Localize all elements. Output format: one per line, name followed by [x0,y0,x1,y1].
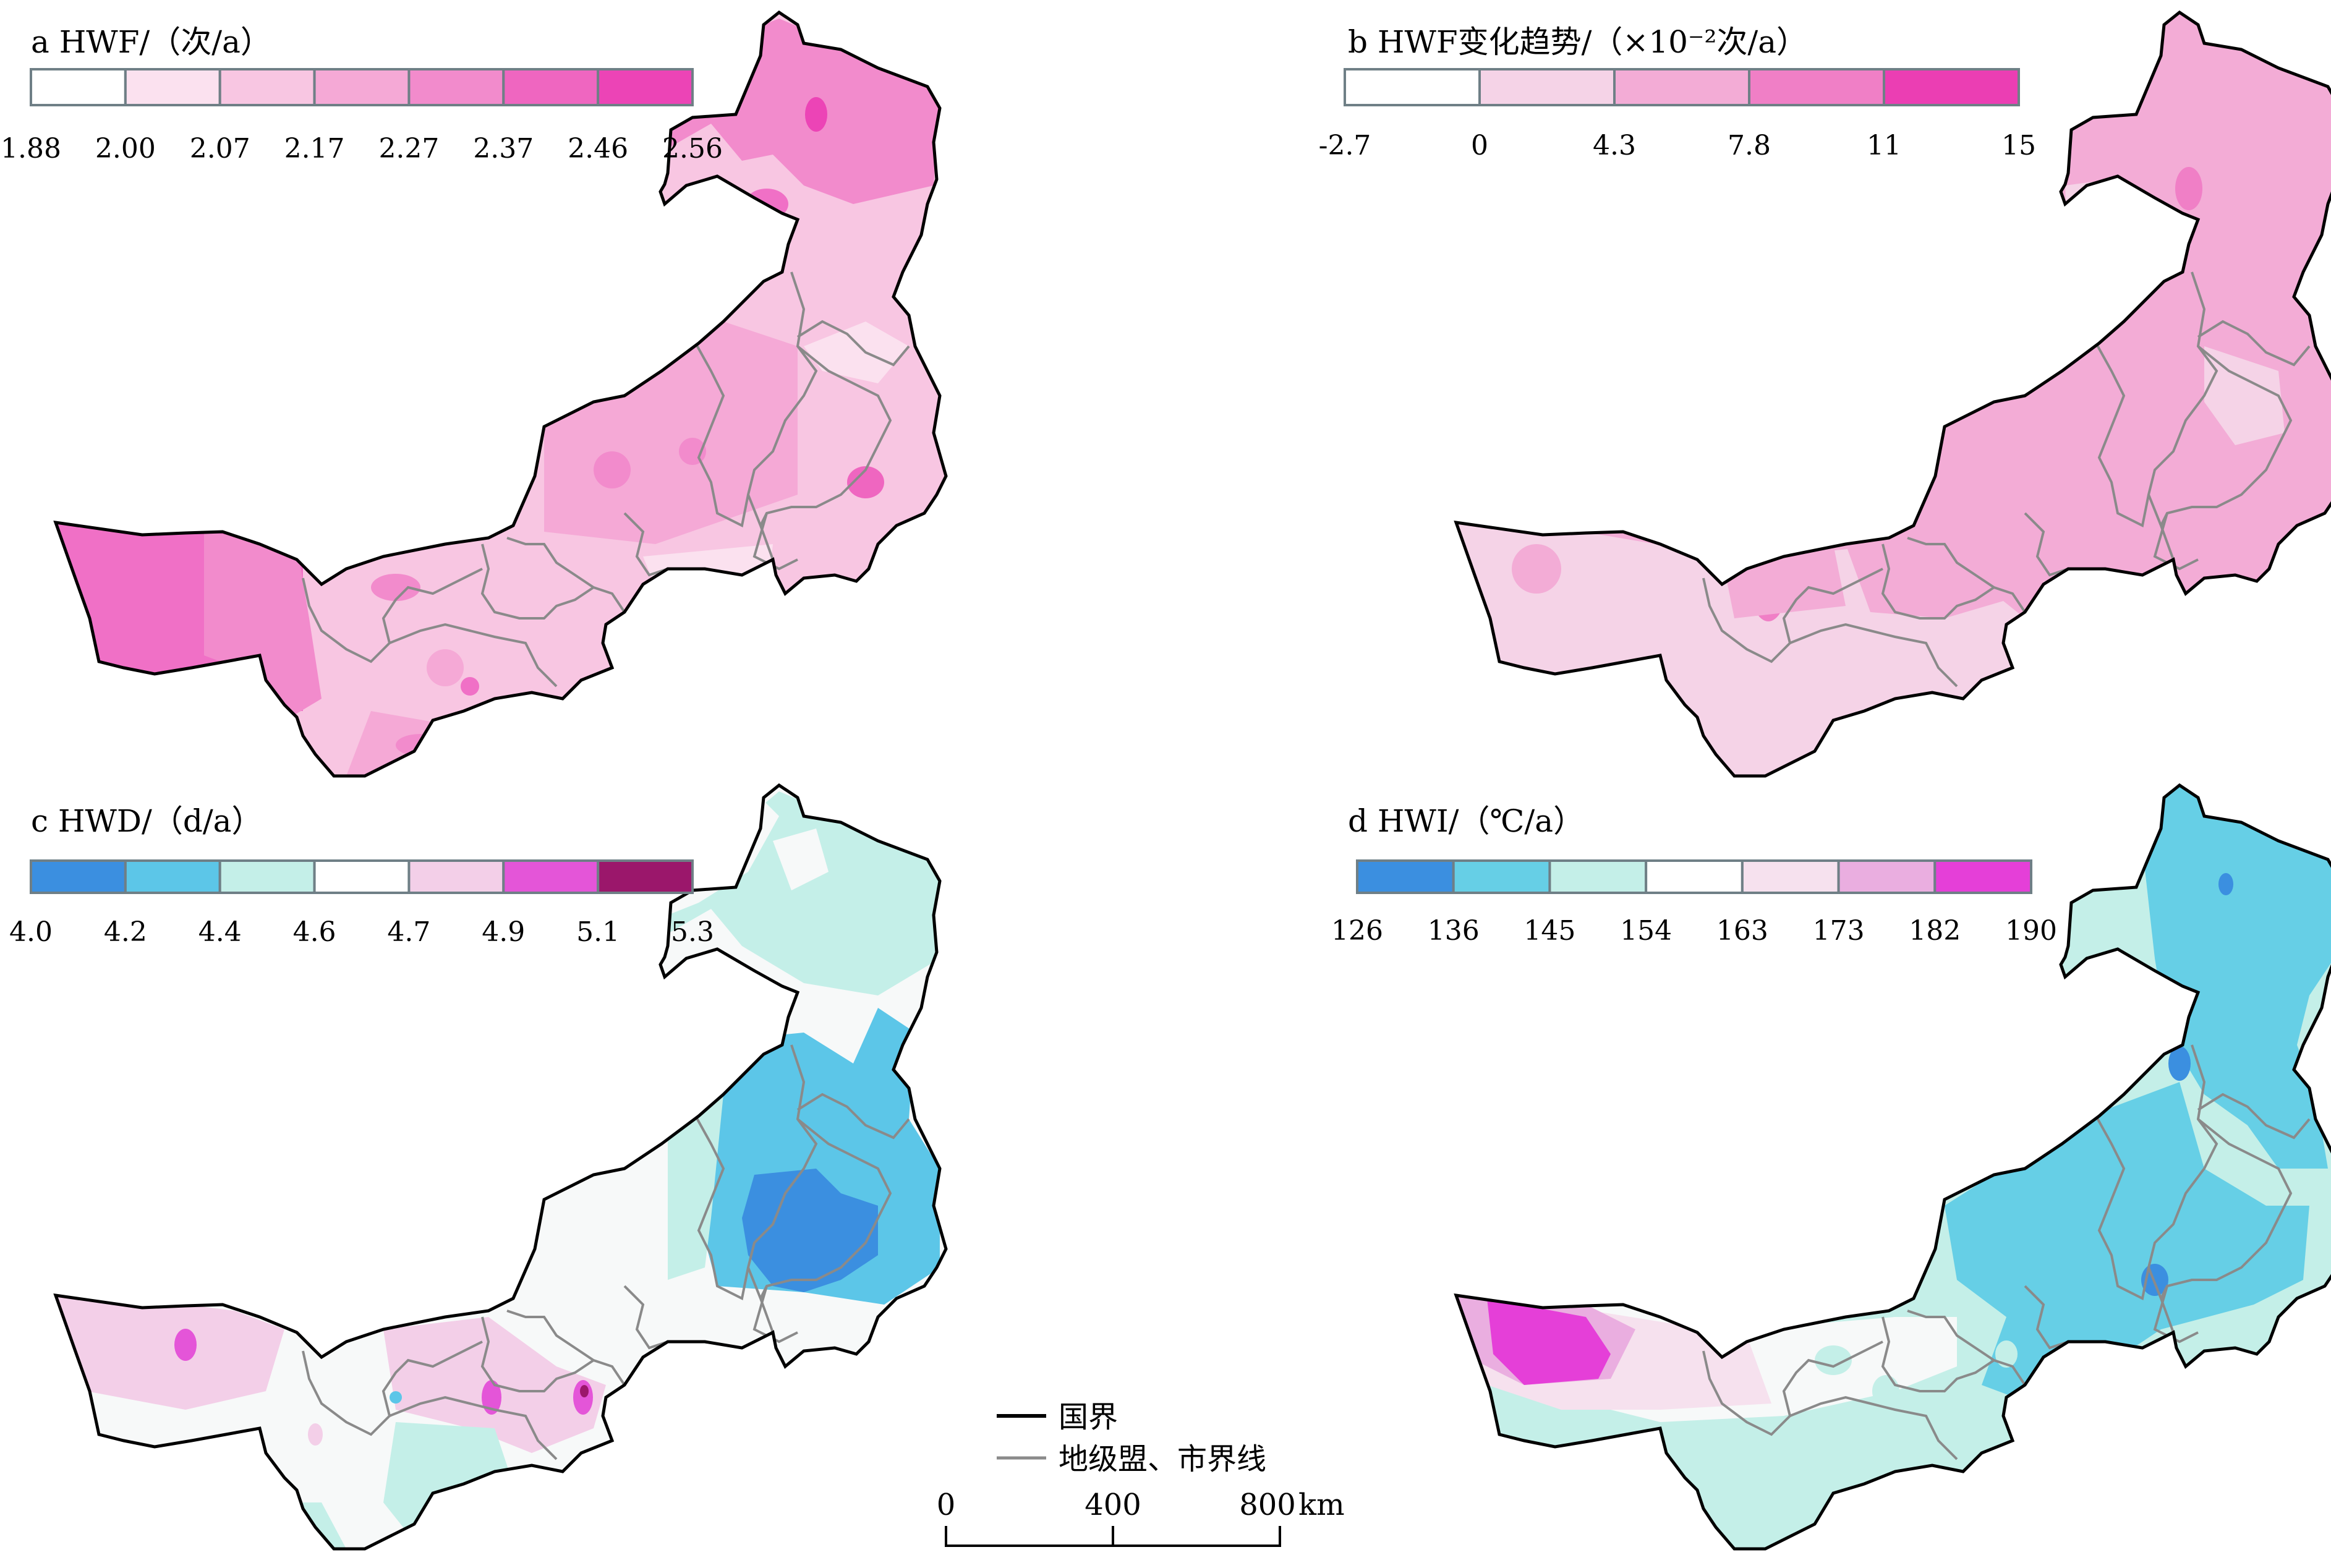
panel-c-legend-tick: 5.3 [671,916,714,948]
panel-b-legend-swatch [1613,68,1750,106]
panel-c-legend-tick: 4.4 [198,916,242,948]
panel-d-legend-tick: 163 [1716,915,1768,947]
panel-b-title: b HWF变化趋势/（×10⁻²次/a） [1348,24,1807,60]
panel-a-legend-swatch [407,68,505,106]
panel-d-legend-tick: 182 [1909,915,1961,947]
panel-a-legend-swatch [30,68,127,106]
map-legend: 国界 地级盟、市界线 [997,1400,1266,1476]
panel-d-legend-tick: 190 [2005,915,2057,947]
panel-b-legend-tick: 4.3 [1593,130,1636,161]
panel-c-legend-swatch [218,859,316,894]
panel-a-legend-tick: 2.00 [95,133,156,164]
map-a [56,12,946,776]
panel-b-legend: -2.7 0 4.3 7.8 11 15 [1319,68,2036,161]
panel-a-legend-tick: 2.07 [190,133,250,164]
panel-b-legend-swatch [1478,68,1616,106]
panel-c: c HWD/（d/a） 4.0 4.2 4.4 4.6 4.7 4.9 5.1 5.3 [9,785,946,1549]
panel-d-legend-swatch [1933,859,2032,894]
prefecture-border-legend-label: 地级盟、市界线 [1059,1442,1266,1476]
panel-c-legend-tick: 4.7 [387,916,430,948]
panel-b-legend-tick: 7.8 [1728,130,1771,161]
map-c [56,785,946,1549]
panel-a-legend-tick: 2.17 [284,133,345,164]
panel-c-legend-tick: 4.2 [104,916,147,948]
panel-a-legend-tick: 2.37 [473,133,534,164]
panel-b-legend-tick: 15 [2001,130,2036,161]
panel-b-legend-tick: -2.7 [1319,130,1371,161]
panel-d-title: d HWI/（℃/a） [1348,803,1584,839]
panel-d-legend-swatch [1741,859,1840,894]
panel-d-legend-tick: 126 [1331,915,1383,947]
panel-a-legend-swatch [313,68,411,106]
map-d [1456,785,2331,1549]
panel-c-legend-swatch [407,859,505,894]
panel-d-legend-swatch [1645,859,1744,894]
panel-d-legend-tick: 154 [1620,915,1672,947]
panel-c-legend-swatch [502,859,600,894]
scale-bar-tick-400: 400 [1085,1488,1141,1522]
panel-a-legend-swatch [218,68,316,106]
panel-c-legend-swatch [124,859,221,894]
panel-a-legend-swatch [124,68,221,106]
panel-c-legend-swatch [597,859,694,894]
panel-c-legend-tick: 5.1 [576,916,620,948]
map-b [1456,12,2331,776]
panel-d-legend: 126 136 145 154 163 173 182 190 [1331,859,2057,947]
panel-c-legend-tick: 4.0 [9,916,53,948]
panel-c-legend-tick: 4.6 [293,916,336,948]
panel-d-legend-tick: 145 [1523,915,1575,947]
national-border-legend-label: 国界 [1059,1400,1118,1434]
panel-a-legend: 1.88 2.00 2.07 2.17 2.27 2.37 2.46 2.56 [1,68,723,164]
panel-a-legend-swatch [502,68,600,106]
panel-b-legend-tick: 11 [1867,130,1901,161]
panel-c-legend-tick: 4.9 [482,916,525,948]
scale-bar: 0 400 800 km [937,1488,1345,1547]
panel-c-title: c HWD/（d/a） [31,803,263,839]
panel-a-legend-swatch [597,68,694,106]
panel-d-legend-tick: 173 [1813,915,1865,947]
scale-bar-tick-800: 800 [1239,1488,1296,1522]
panel-a-legend-tick: 2.46 [568,133,628,164]
scale-bar-tick-0: 0 [937,1488,956,1522]
panel-a-legend-tick: 1.88 [1,133,61,164]
panel-d-legend-swatch [1837,859,1937,894]
panel-b: b HWF变化趋势/（×10⁻²次/a） -2.7 0 4.3 7.8 11 15 [1319,12,2331,779]
panel-c-legend-swatch [313,859,411,894]
panel-d-legend-swatch [1452,859,1551,894]
panel-c-legend: 4.0 4.2 4.4 4.6 4.7 4.9 5.1 5.3 [9,859,714,948]
panel-b-legend-swatch [1344,68,1481,106]
panel-a: a HWF/（次/a） 1.88 2.00 2.07 2.17 2.27 2.37 2.46… [1,12,946,776]
panel-d: d HWI/（℃/a） 126 136 145 154 163 173 182 190 [1331,785,2331,1549]
panel-d-legend-swatch [1548,859,1648,894]
panel-a-title: a HWF/（次/a） [31,24,271,60]
panel-b-legend-swatch [1748,68,1885,106]
scale-bar-unit: km [1298,1488,1345,1522]
panel-d-legend-tick: 136 [1428,915,1480,947]
panel-b-legend-tick: 0 [1471,130,1488,161]
panel-c-legend-swatch [30,859,127,894]
panel-d-legend-swatch [1356,859,1455,894]
panel-a-legend-tick: 2.27 [378,133,439,164]
panel-b-legend-swatch [1883,68,2020,106]
panel-a-legend-tick: 2.56 [662,133,723,164]
